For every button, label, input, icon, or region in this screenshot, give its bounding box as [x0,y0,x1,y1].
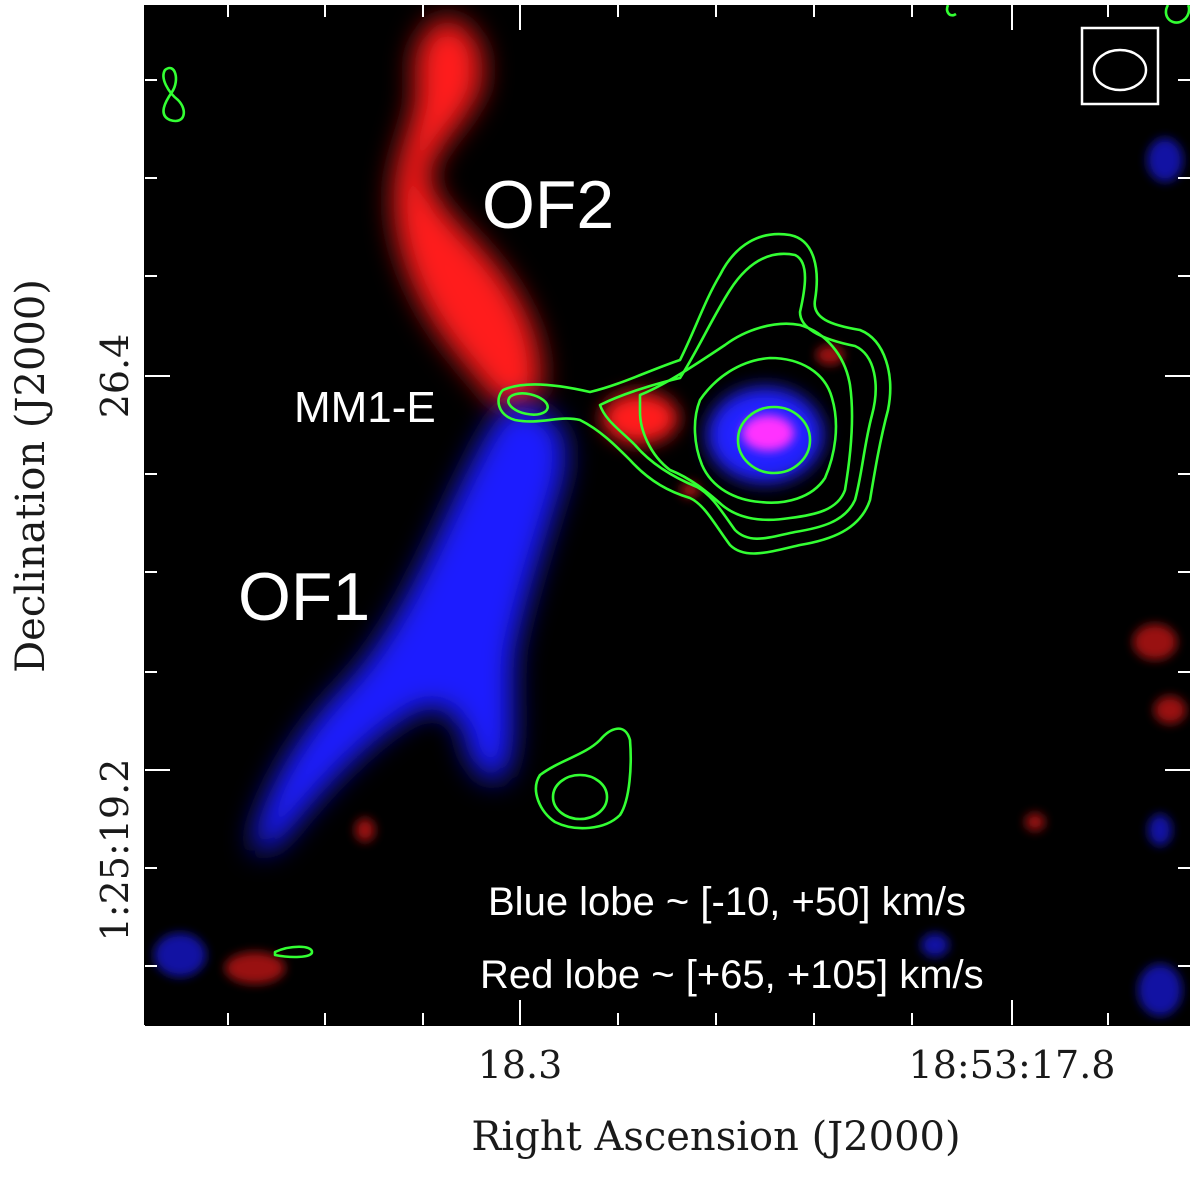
image-panel: OF2 OF1 MM1-E Blue lobe ~ [-10, +50] km/… [145,5,1190,1025]
contour-outer [497,232,892,555]
y-tick-label-1: 1:25:19.2 [93,759,137,942]
contour-topright [1164,5,1190,24]
label-of2: OF2 [482,167,614,243]
axes: 18.3 18:53:17.8 26.4 1:25:19.2 Right Asc… [8,5,1190,1160]
legend-blue-lobe: Blue lobe ~ [-10, +50] km/s [488,880,966,924]
label-of1: OF1 [238,559,370,635]
contours [162,5,1190,959]
beam-box [1080,26,1160,106]
y-tick-label-0: 26.4 [93,334,137,419]
contour-top [945,5,957,17]
contour-inner [736,405,812,475]
y-axis-title: Declination (J2000) [8,279,54,673]
x-tick-label-1: 18:53:17.8 [909,1043,1116,1087]
contour-3 [638,322,854,522]
legend-red-lobe: Red lobe ~ [+65, +105] km/s [480,953,984,997]
blue-lobe-of1 [254,404,566,852]
mm1-core [707,387,823,483]
contour-topleft [162,66,186,123]
ticks [145,5,1190,1025]
contour-4 [693,356,838,504]
contour-2 [598,252,877,540]
label-mm1e: MM1-E [294,383,436,432]
beam-ellipse [1092,48,1148,92]
x-tick-label-0: 18.3 [478,1043,563,1087]
red-lobe-of2 [393,19,541,408]
x-axis-title: Right Ascension (J2000) [471,1114,960,1160]
contour-bottomleft [273,945,314,959]
blue-faint-blobs [154,138,1183,1016]
contour-mm1e [507,392,549,416]
contour-south-inner [551,773,609,821]
contour-south-outer [534,727,632,830]
image-background [145,5,1190,1025]
